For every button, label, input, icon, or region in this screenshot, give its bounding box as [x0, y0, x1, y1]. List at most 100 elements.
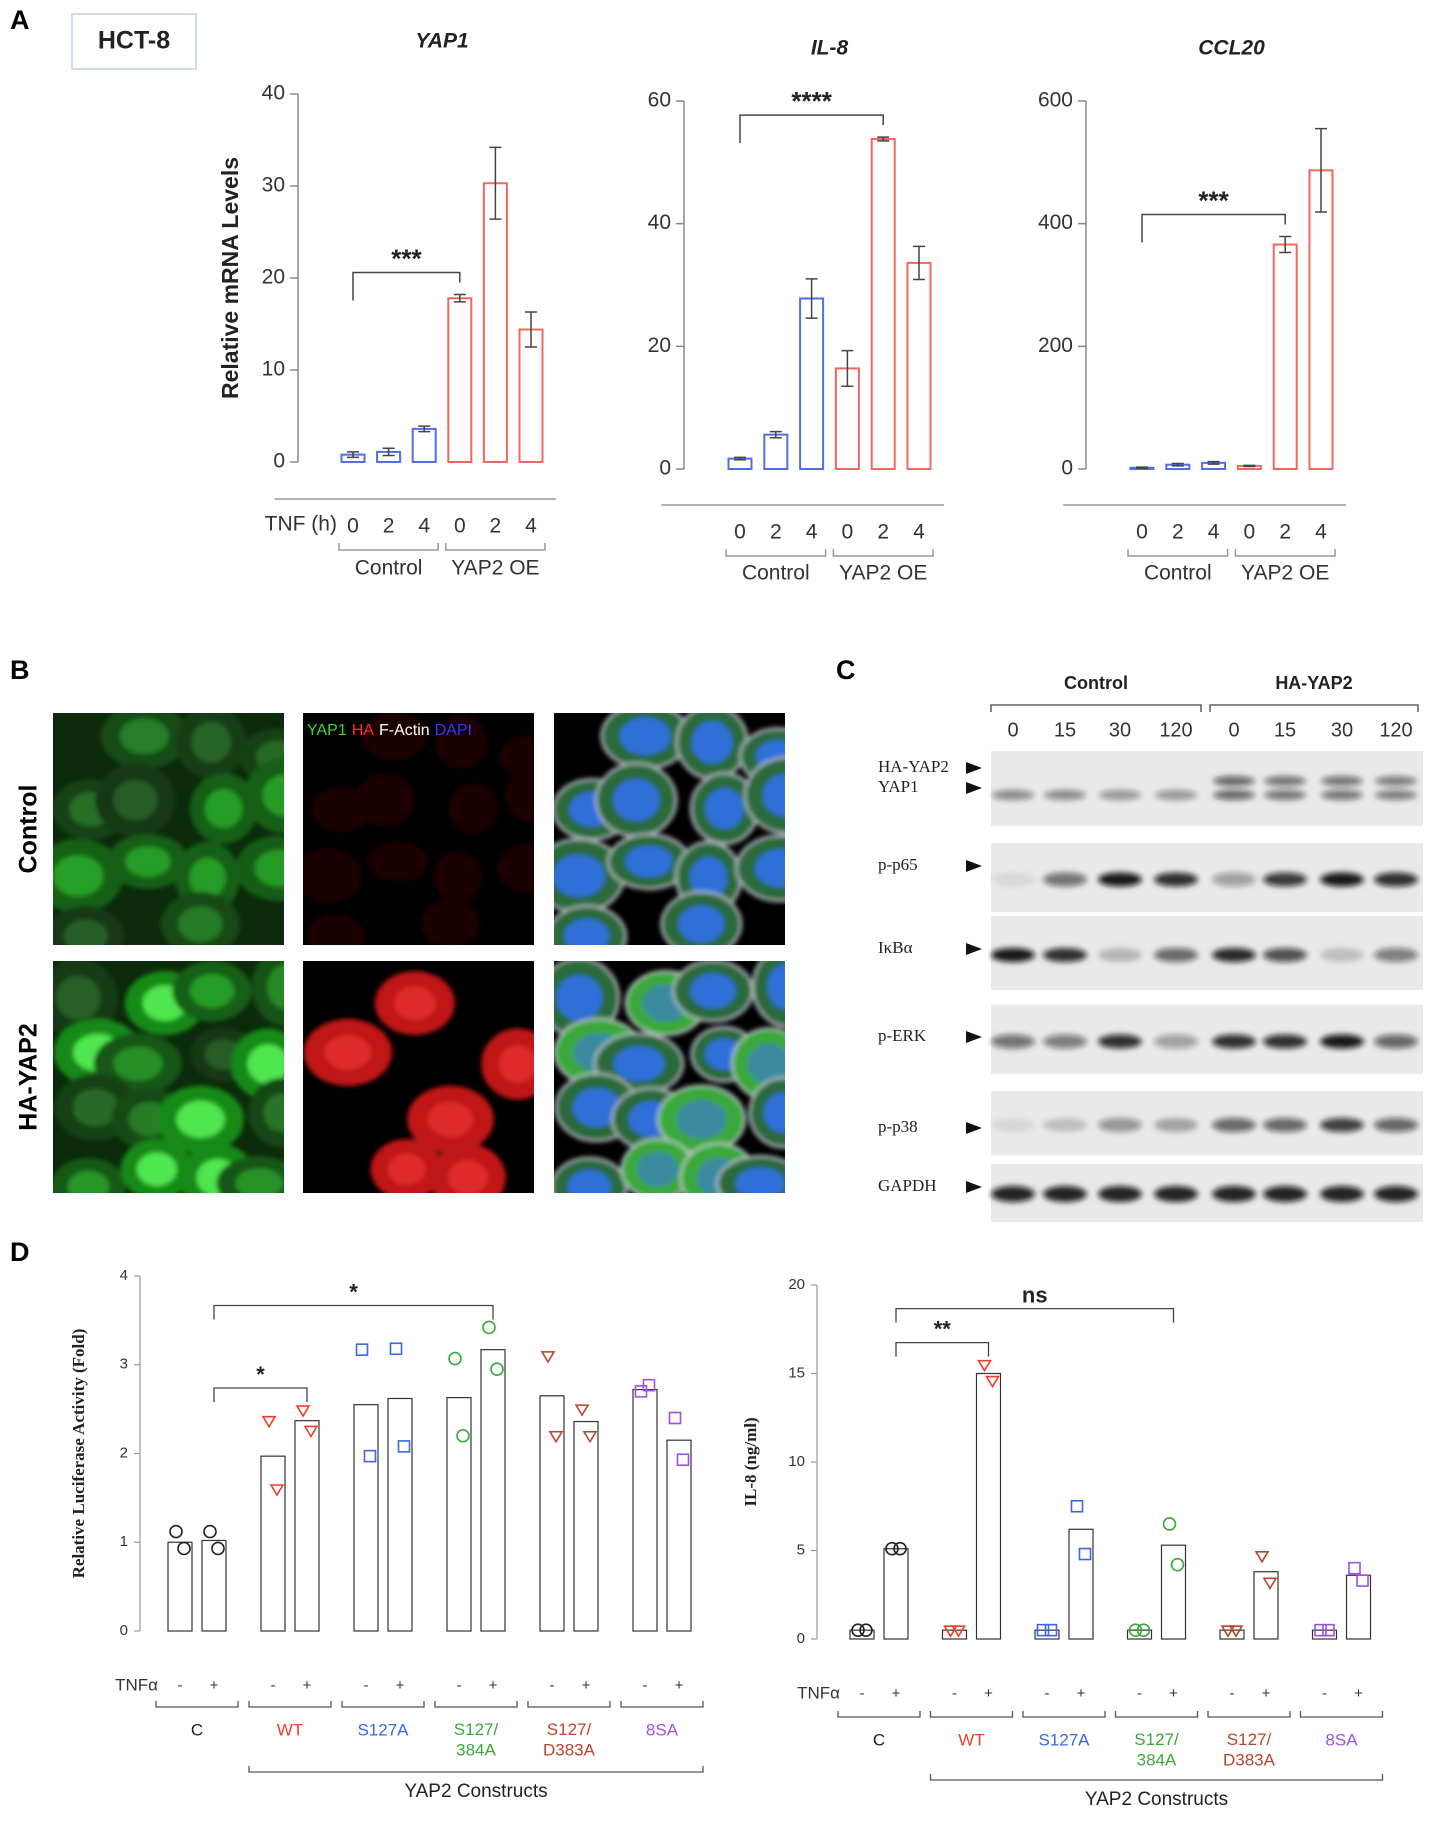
band — [991, 1034, 1035, 1049]
nucleus — [56, 975, 101, 1020]
nucleus — [705, 788, 745, 829]
band — [1374, 948, 1418, 962]
error-bar — [805, 278, 818, 319]
band — [1320, 1034, 1364, 1049]
y-tick-label: 20 — [262, 266, 285, 289]
bands — [991, 948, 1418, 962]
blot-group: HA-YAP2 — [1275, 673, 1352, 693]
band — [991, 1118, 1035, 1132]
nucleus — [762, 773, 785, 818]
band — [991, 872, 1035, 887]
band — [1374, 872, 1418, 887]
band — [1043, 1118, 1087, 1132]
blot-row-label: HA-YAP2 — [878, 757, 949, 776]
y-tick-label: 200 — [1038, 334, 1073, 357]
y-tick-label: 20 — [648, 334, 671, 357]
x-tick-label: - — [952, 1685, 957, 1702]
blot-time: 15 — [1274, 719, 1296, 741]
x-tick-label: 4 — [525, 515, 537, 538]
nucleus — [428, 1101, 474, 1137]
y-tick-label: 1 — [120, 1533, 128, 1550]
group-bracket — [155, 1701, 239, 1708]
data-point — [177, 1541, 191, 1556]
nucleus — [247, 1044, 284, 1084]
bar — [1034, 1629, 1060, 1640]
data-point — [169, 1524, 183, 1539]
data-point — [269, 1484, 285, 1497]
y-tick-label: 4 — [120, 1267, 128, 1284]
blot-row-label: p-ERK — [878, 1026, 927, 1045]
data-point — [668, 1411, 682, 1425]
micrograph — [53, 713, 284, 945]
nucleus — [63, 919, 108, 945]
text-line: D383A — [543, 1741, 596, 1760]
group-bracket — [832, 549, 934, 557]
band — [1043, 1186, 1087, 1202]
x-tick-label: 0 — [1244, 521, 1256, 544]
x-tick-label: + — [489, 1677, 498, 1694]
band — [1154, 1118, 1198, 1132]
y-tick-label: 0 — [659, 457, 671, 480]
band — [1212, 1118, 1256, 1132]
nucleus — [324, 1035, 371, 1070]
data-point — [295, 1405, 311, 1418]
nucleus — [190, 974, 235, 1008]
nucleus — [136, 1152, 177, 1187]
nucleus — [267, 964, 284, 1009]
group-label: YAP2 OE — [839, 562, 927, 585]
bar — [666, 1439, 692, 1632]
nucleus — [498, 1045, 534, 1083]
cells — [554, 713, 785, 945]
row-label: HA-YAP2 — [15, 1023, 43, 1130]
bar — [799, 297, 825, 471]
blot-bracket — [990, 704, 1202, 712]
data-point — [1262, 1577, 1278, 1590]
bands — [991, 1186, 1418, 1202]
band — [1043, 1034, 1087, 1049]
band — [1154, 1034, 1198, 1049]
group-bracket — [338, 543, 439, 551]
cells — [53, 961, 284, 1193]
nucleus — [556, 975, 603, 1021]
x-tick-label: 4 — [418, 515, 430, 538]
band — [1212, 872, 1256, 887]
x-tick-label: - — [1230, 1685, 1235, 1702]
micrograph — [53, 961, 284, 1193]
x-tick-label: + — [1169, 1685, 1178, 1702]
x-tick-label: 0 — [1136, 521, 1148, 544]
error-bar — [734, 456, 746, 461]
cell — [751, 961, 785, 1028]
x-tick-label: - — [271, 1677, 276, 1694]
group-label: 8SA — [1325, 1730, 1358, 1749]
data-point — [859, 1623, 873, 1637]
blot-row-label: YAP1 — [878, 777, 919, 796]
stain-name: F-Actin — [379, 722, 430, 739]
band — [1155, 790, 1197, 800]
x-tick-label: - — [550, 1677, 555, 1694]
x-tick-label: - — [1137, 1685, 1142, 1702]
x-tick-label: + — [1262, 1685, 1271, 1702]
x-tick-label: + — [675, 1677, 684, 1694]
micrograph — [554, 713, 785, 945]
data-point — [1228, 1625, 1244, 1638]
band — [991, 1186, 1035, 1202]
group-bracket — [341, 1701, 425, 1708]
y-tick-label: 0 — [797, 1630, 805, 1647]
text-line: S127/ — [547, 1720, 592, 1739]
bar — [353, 1404, 379, 1632]
x-tick-label: + — [582, 1677, 591, 1694]
error-bar — [1279, 235, 1292, 254]
band — [1098, 1118, 1142, 1132]
y-axis-label: Relative mRNA Levels — [217, 157, 243, 399]
text-line: D383A — [1223, 1751, 1276, 1770]
nucleus — [388, 1153, 426, 1185]
group-bracket — [725, 549, 827, 557]
blot-arrow — [966, 1122, 982, 1134]
data-point — [885, 1541, 899, 1556]
y-tick-label: 0 — [273, 450, 285, 473]
nucleus — [176, 1100, 225, 1139]
nucleus — [178, 906, 223, 942]
nucleus — [678, 905, 725, 943]
x-tick-label: 2 — [770, 521, 782, 544]
blot-time: 15 — [1054, 719, 1076, 741]
